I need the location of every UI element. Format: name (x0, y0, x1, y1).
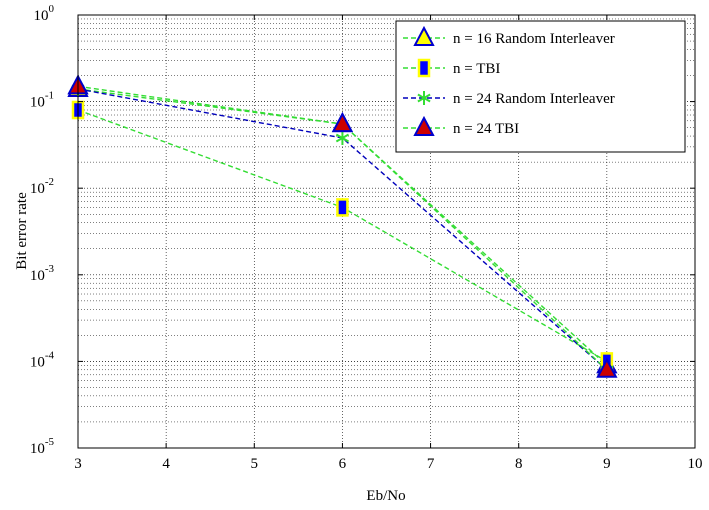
x-tick-labels: 3 4 5 6 7 8 9 10 (74, 15, 703, 472)
x-tick-label: 5 (251, 456, 259, 472)
legend-marker-2 (417, 58, 431, 78)
legend-marker-3 (417, 91, 431, 105)
legend-label-4: n = 24 TBI (453, 121, 519, 137)
legend-label-2: n = TBI (453, 61, 500, 77)
plot-frame (77, 14, 696, 449)
x-tick-label: 9 (603, 456, 611, 472)
x-tick-label: 4 (162, 456, 170, 472)
y-tick-label: 10-1 (30, 90, 54, 111)
x-axis-label: Eb/No (366, 488, 405, 504)
x-tick-label: 6 (339, 456, 347, 472)
legend-label-1: n = 16 Random Interleaver (453, 31, 615, 47)
legend-label-3: n = 24 Random Interleaver (453, 91, 615, 107)
legend: n = 16 Random Interleaver n = TBI n = 24 R… (395, 20, 686, 153)
series-4-point (331, 111, 354, 133)
y-tick-label: 10-3 (30, 263, 55, 284)
y-tick-label: 100 (34, 3, 55, 24)
y-tick-label: 10-4 (30, 349, 55, 370)
y-axis-label: Bit error rate (14, 192, 30, 270)
legend-marker-4 (413, 115, 435, 136)
x-tick-label: 10 (688, 456, 703, 472)
x-tick-label: 3 (74, 456, 82, 472)
x-tick-label: 7 (427, 456, 435, 472)
y-tick-label: 10-5 (30, 436, 55, 457)
legend-marker-1 (413, 25, 435, 46)
series-2-point (336, 198, 349, 217)
series-4-point (596, 357, 618, 378)
y-tick-label: 10-2 (30, 176, 54, 197)
legend-box (395, 20, 686, 153)
x-tick-label: 8 (515, 456, 523, 472)
series-3-point (335, 130, 350, 145)
